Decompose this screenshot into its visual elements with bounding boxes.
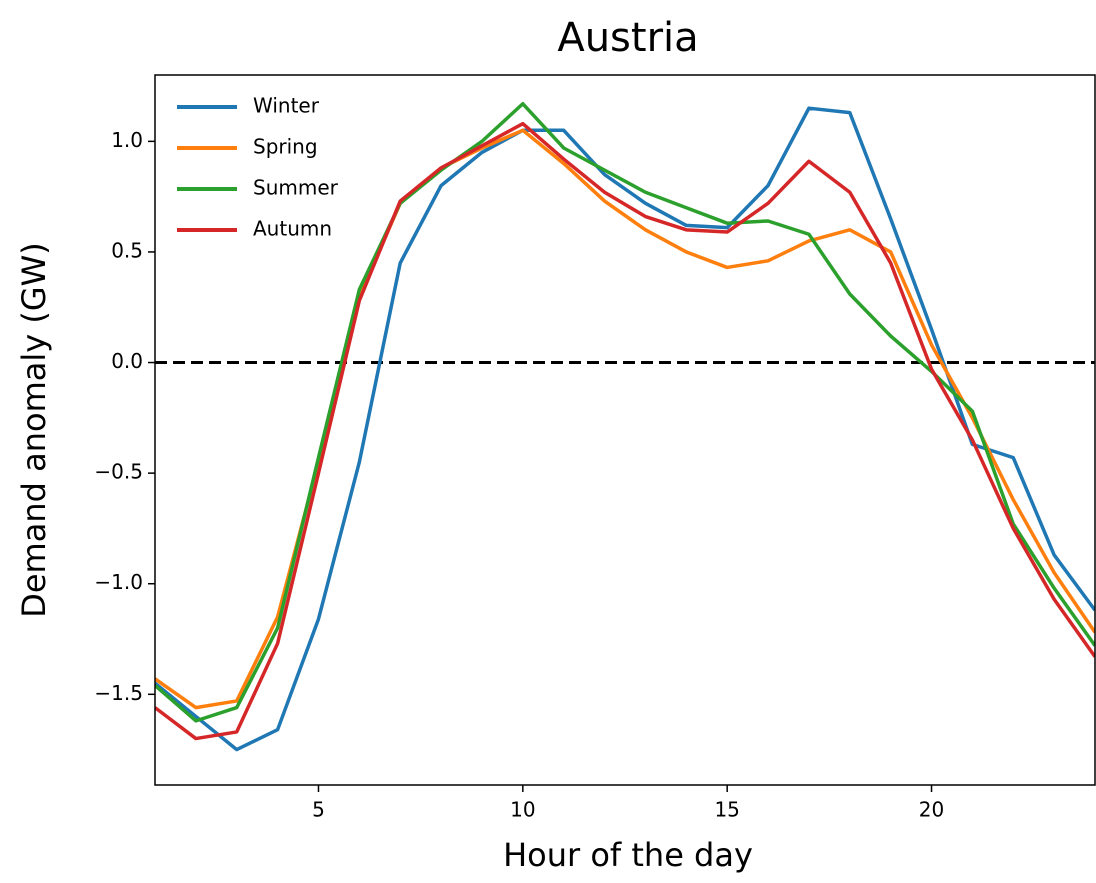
legend-label: Summer — [253, 176, 339, 200]
x-axis-label: Hour of the day — [503, 836, 753, 874]
chart-title: Austria — [557, 15, 698, 61]
y-tick-label: −1.5 — [94, 681, 143, 705]
y-tick-label: 0.0 — [111, 349, 143, 373]
legend-label: Spring — [253, 135, 318, 159]
plot-area — [155, 102, 1095, 752]
y-axis-label: Demand anomaly (GW) — [15, 242, 53, 618]
y-tick-label: −1.0 — [94, 570, 143, 594]
x-tick-label: 5 — [312, 798, 325, 822]
x-tick-label: 10 — [510, 798, 535, 822]
y-tick-label: −0.5 — [94, 460, 143, 484]
data-line — [155, 121, 1095, 741]
x-tick-label: 15 — [714, 798, 739, 822]
x-tick-label: 20 — [919, 798, 944, 822]
legend-label: Autumn — [253, 217, 332, 241]
y-tick-label: 0.5 — [111, 238, 143, 262]
plot-frame — [154, 74, 1096, 786]
data-line — [155, 106, 1095, 752]
y-tick-label: 1.0 — [111, 128, 143, 152]
legend-label: Winter — [253, 94, 320, 118]
